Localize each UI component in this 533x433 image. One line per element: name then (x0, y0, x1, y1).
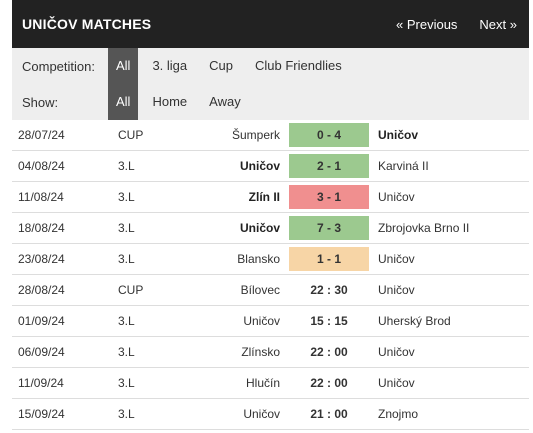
competition-label: Competition: (22, 58, 95, 74)
match-score-cell[interactable]: 0 - 4 (288, 120, 370, 151)
next-button[interactable]: Next » (479, 16, 517, 32)
match-score: 3 - 1 (289, 185, 369, 209)
match-competition: CUP (118, 274, 198, 306)
match-score-cell[interactable]: 21 : 00 (288, 398, 370, 430)
competition-option-club-friendlies[interactable]: Club Friendlies (255, 58, 342, 73)
match-date: 23/08/24 (12, 243, 118, 275)
away-team[interactable]: Uničov (370, 274, 529, 306)
matches-table: 28/07/24 CUP Šumperk 0 - 4 Uničov 04/08/24 3.… (12, 120, 529, 430)
table-row: 18/08/24 3.L Uničov 7 - 3 Zbrojovka Brno II (12, 212, 529, 244)
table-row: 28/08/24 CUP Bílovec 22 : 30 Uničov (12, 274, 529, 306)
match-date: 01/09/24 (12, 305, 118, 337)
match-competition: 3.L (118, 336, 198, 368)
match-date: 11/09/24 (12, 367, 118, 399)
match-date: 04/08/24 (12, 150, 118, 182)
match-score-cell[interactable]: 3 - 1 (288, 181, 370, 213)
match-score: 2 - 1 (289, 154, 369, 178)
match-score-cell[interactable]: 22 : 30 (288, 274, 370, 306)
match-score: 0 - 4 (289, 123, 369, 147)
match-score: 7 - 3 (289, 216, 369, 240)
match-competition: 3.L (118, 243, 198, 275)
table-row: 04/08/24 3.L Uničov 2 - 1 Karviná II (12, 150, 529, 182)
match-score: 22 : 30 (310, 283, 348, 297)
widget-title: UNIČOV MATCHES (22, 16, 152, 32)
match-competition: 3.L (118, 181, 198, 213)
away-team[interactable]: Uničov (370, 336, 529, 368)
match-competition: 3.L (118, 305, 198, 337)
match-competition: 3.L (118, 367, 198, 399)
home-team[interactable]: Uničov (198, 150, 288, 182)
match-score: 1 - 1 (289, 247, 369, 271)
home-team[interactable]: Hlučín (198, 367, 288, 399)
away-team[interactable]: Uničov (370, 243, 529, 275)
match-date: 28/08/24 (12, 274, 118, 306)
away-team[interactable]: Uherský Brod (370, 305, 529, 337)
show-option-away[interactable]: Away (209, 94, 241, 109)
show-option-all[interactable]: All (108, 84, 139, 120)
competition-option-cup[interactable]: Cup (209, 58, 234, 73)
match-date: 11/08/24 (12, 181, 118, 213)
show-label: Show: (22, 94, 59, 110)
match-date: 06/09/24 (12, 336, 118, 368)
widget-header: UNIČOV MATCHES « Previous Next » (12, 0, 529, 48)
previous-button[interactable]: « Previous (396, 16, 458, 32)
match-score-cell[interactable]: 22 : 00 (288, 336, 370, 368)
match-score-cell[interactable]: 7 - 3 (288, 212, 370, 244)
match-competition: 3.L (118, 398, 198, 430)
match-score: 15 : 15 (310, 314, 348, 328)
match-score-cell[interactable]: 15 : 15 (288, 305, 370, 337)
table-row: 23/08/24 3.L Blansko 1 - 1 Uničov (12, 243, 529, 275)
table-row: 11/09/24 3.L Hlučín 22 : 00 Uničov (12, 367, 529, 399)
home-team[interactable]: Bílovec (198, 274, 288, 306)
competition-option-3-liga[interactable]: 3. liga (152, 58, 188, 73)
match-date: 28/07/24 (12, 120, 118, 151)
table-row: 15/09/24 3.L Uničov 21 : 00 Znojmo (12, 398, 529, 430)
show-filter-row: Show: All Home Away (12, 84, 529, 120)
home-team[interactable]: Zlín II (198, 181, 288, 213)
home-team[interactable]: Zlínsko (198, 336, 288, 368)
away-team[interactable]: Uničov (370, 367, 529, 399)
home-team[interactable]: Uničov (198, 398, 288, 430)
away-team[interactable]: Znojmo (370, 398, 529, 430)
matches-table-body: 28/07/24 CUP Šumperk 0 - 4 Uničov 04/08/24 3.… (12, 120, 529, 430)
away-team[interactable]: Uničov (370, 120, 529, 151)
match-competition: 3.L (118, 212, 198, 244)
home-team[interactable]: Uničov (198, 305, 288, 337)
table-row: 28/07/24 CUP Šumperk 0 - 4 Uničov (12, 120, 529, 151)
table-row: 11/08/24 3.L Zlín II 3 - 1 Uničov (12, 181, 529, 213)
pagination-nav: « Previous Next » (396, 17, 517, 32)
matches-widget: UNIČOV MATCHES « Previous Next » Competi… (12, 0, 529, 430)
show-option-home[interactable]: Home (152, 94, 188, 109)
match-date: 15/09/24 (12, 398, 118, 430)
home-team[interactable]: Šumperk (198, 120, 288, 151)
match-date: 18/08/24 (12, 212, 118, 244)
filters-panel: Competition: All 3. liga Cup Club Friend… (12, 48, 529, 120)
away-team[interactable]: Uničov (370, 181, 529, 213)
home-team[interactable]: Uničov (198, 212, 288, 244)
match-score-cell[interactable]: 1 - 1 (288, 243, 370, 275)
match-score: 21 : 00 (310, 407, 348, 421)
match-competition: CUP (118, 120, 198, 151)
match-score: 22 : 00 (310, 376, 348, 390)
match-score-cell[interactable]: 22 : 00 (288, 367, 370, 399)
away-team[interactable]: Karviná II (370, 150, 529, 182)
match-competition: 3.L (118, 150, 198, 182)
match-score: 22 : 00 (310, 345, 348, 359)
competition-filter-row: Competition: All 3. liga Cup Club Friend… (12, 48, 529, 84)
home-team[interactable]: Blansko (198, 243, 288, 275)
match-score-cell[interactable]: 2 - 1 (288, 150, 370, 182)
away-team[interactable]: Zbrojovka Brno II (370, 212, 529, 244)
competition-option-all[interactable]: All (108, 48, 139, 84)
table-row: 01/09/24 3.L Uničov 15 : 15 Uherský Brod (12, 305, 529, 337)
table-row: 06/09/24 3.L Zlínsko 22 : 00 Uničov (12, 336, 529, 368)
